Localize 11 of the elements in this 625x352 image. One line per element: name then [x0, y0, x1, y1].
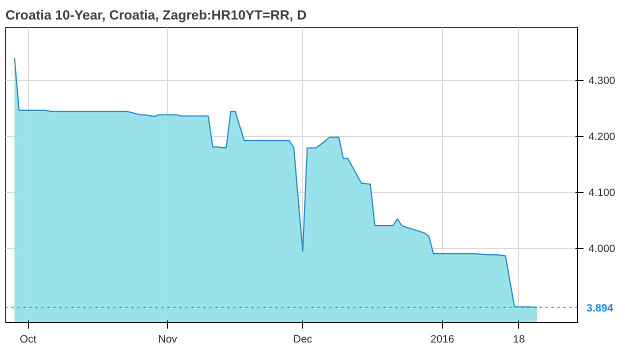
- x-tick-label: 2016: [430, 334, 454, 346]
- y-tick-label: 4.300: [588, 75, 616, 88]
- chart-title: Croatia 10-Year, Croatia, Zagreb:HR10YT=RR, D: [6, 8, 307, 22]
- y-tick-label: 4.000: [588, 243, 616, 256]
- x-tick-label: Oct: [20, 334, 36, 346]
- ref-line-label: 3.894: [586, 302, 614, 314]
- x-tick-label: Nov: [158, 334, 178, 346]
- x-tick-label: 18: [513, 334, 525, 346]
- y-tick-label: 4.200: [588, 131, 616, 144]
- x-tick-label: Dec: [293, 334, 313, 346]
- y-tick-label: 4.100: [588, 187, 616, 200]
